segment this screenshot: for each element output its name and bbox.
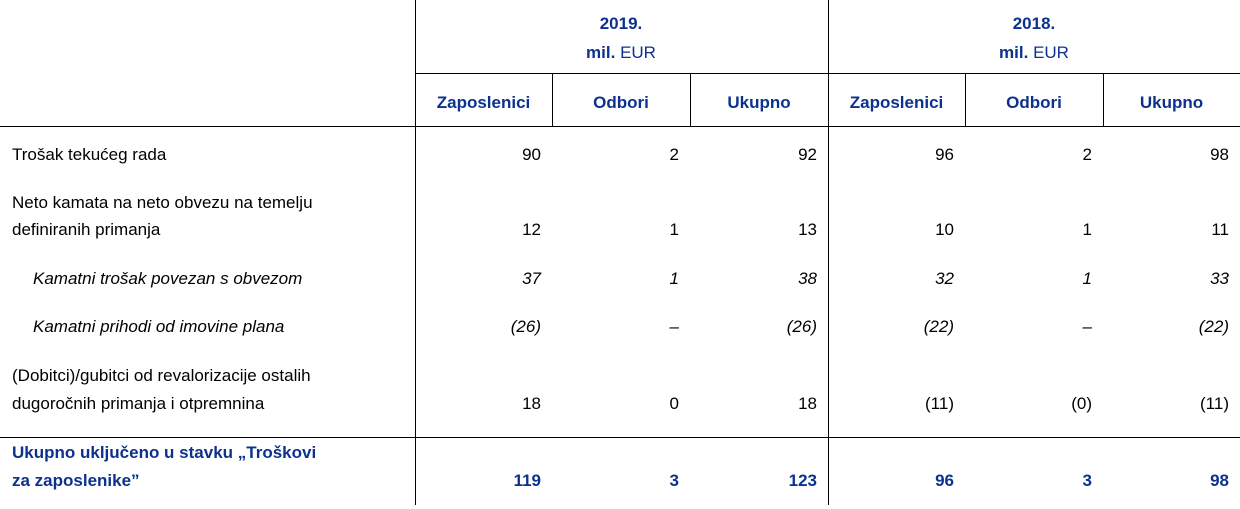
column-header: Ukupno bbox=[727, 93, 791, 112]
column-header: Zaposlenici bbox=[849, 93, 944, 112]
cell-value: (0) bbox=[1071, 394, 1092, 413]
cell-value: 0 bbox=[669, 394, 679, 413]
column-header: Ukupno bbox=[1139, 93, 1204, 112]
cell-value: (26) bbox=[510, 317, 541, 336]
cell-value: 96 bbox=[935, 145, 954, 164]
cell-value: 98 bbox=[1210, 471, 1229, 490]
row-label: za zaposlenike” bbox=[12, 471, 140, 490]
unit: EUR bbox=[620, 43, 656, 62]
unit-bold: mil. bbox=[999, 43, 1029, 62]
cell-value: 119 bbox=[513, 471, 541, 490]
cell-value: 90 bbox=[522, 145, 541, 164]
cell-value: 13 bbox=[798, 220, 817, 239]
row-label: (Dobitci)/gubitci od revalorizacije osta… bbox=[12, 366, 311, 385]
cell-value: 3 bbox=[669, 471, 679, 490]
rule bbox=[1103, 73, 1104, 127]
cell-value: (11) bbox=[925, 394, 954, 413]
row-label: Trošak tekućeg rada bbox=[12, 145, 167, 164]
cell-value: 2 bbox=[1082, 145, 1092, 164]
cell-value: 92 bbox=[798, 145, 817, 164]
cell-value: 37 bbox=[522, 269, 541, 288]
column-header: Odbori bbox=[1006, 93, 1062, 112]
rule bbox=[828, 0, 829, 505]
row-label: dugoročnih primanja i otpremnina bbox=[12, 394, 265, 413]
cell-value: 123 bbox=[788, 471, 817, 490]
cell-value: (22) bbox=[923, 317, 954, 336]
rule bbox=[552, 73, 553, 127]
cell-value: 33 bbox=[1210, 269, 1229, 288]
cell-value: 10 bbox=[935, 220, 954, 239]
cell-value: 18 bbox=[522, 394, 541, 413]
row-label: Kamatni trošak povezan s obvezom bbox=[33, 269, 303, 288]
cell-value: (26) bbox=[786, 317, 817, 336]
row-label: Kamatni prihodi od imovine plana bbox=[33, 317, 285, 336]
rule bbox=[965, 73, 966, 127]
row-label: Neto kamata na neto obvezu na temelju bbox=[12, 193, 313, 212]
row-label: Ukupno uključeno u stavku „Troškovi bbox=[12, 443, 317, 462]
cell-value: 3 bbox=[1082, 471, 1092, 490]
cell-value: 12 bbox=[522, 220, 541, 239]
cell-value: 1 bbox=[669, 220, 679, 239]
cell-value: 2 bbox=[669, 145, 679, 164]
cell-value: 18 bbox=[798, 394, 817, 413]
cell-value: 1 bbox=[669, 269, 679, 288]
cell-value: – bbox=[1082, 317, 1092, 336]
rule bbox=[0, 437, 1240, 438]
cell-value: 1 bbox=[1082, 269, 1092, 288]
cell-value: – bbox=[669, 317, 679, 336]
year-header: 2018. bbox=[1012, 14, 1056, 33]
cell-value: 32 bbox=[935, 269, 954, 288]
cell-value: 1 bbox=[1082, 220, 1092, 239]
rule bbox=[0, 126, 1240, 127]
unit: EUR bbox=[1033, 43, 1069, 62]
year-header: 2019. bbox=[599, 14, 643, 33]
cell-value: 38 bbox=[798, 269, 817, 288]
row-label: definiranih primanja bbox=[12, 220, 161, 239]
cell-value: (11) bbox=[1200, 394, 1229, 413]
cell-value: 98 bbox=[1210, 145, 1229, 164]
cell-value: 96 bbox=[935, 471, 954, 490]
unit-header: mil. EUR bbox=[999, 43, 1069, 63]
rule bbox=[415, 0, 416, 505]
cell-value: 11 bbox=[1211, 220, 1229, 239]
unit-header: mil. EUR bbox=[586, 43, 656, 63]
unit-bold: mil. bbox=[586, 43, 616, 62]
column-header: Zaposlenici bbox=[436, 93, 531, 112]
cell-value: (22) bbox=[1198, 317, 1229, 336]
rule bbox=[690, 73, 691, 127]
column-header: Odbori bbox=[593, 93, 649, 112]
rule bbox=[415, 73, 1240, 74]
